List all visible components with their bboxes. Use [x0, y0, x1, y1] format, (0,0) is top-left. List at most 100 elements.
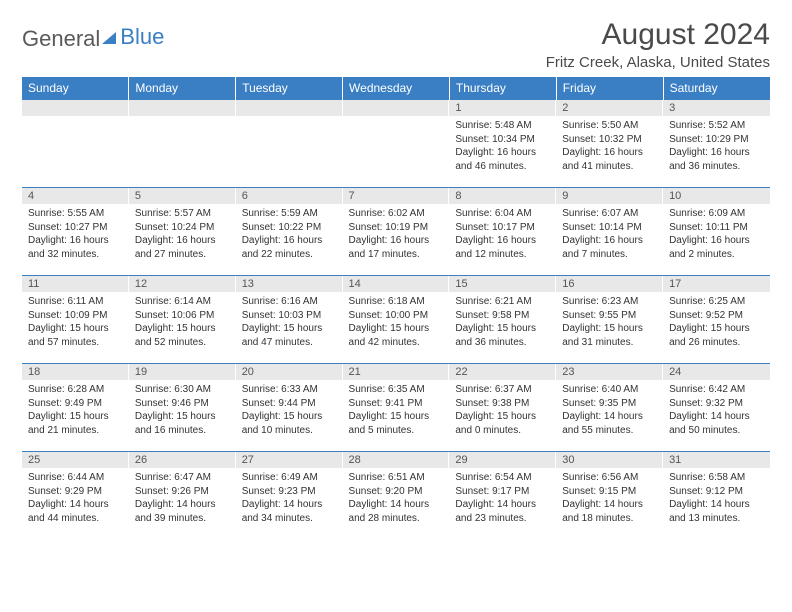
daylight-text: Daylight: 15 hours and 36 minutes.: [455, 322, 550, 349]
sunrise-text: Sunrise: 6:30 AM: [135, 383, 230, 397]
day-number: 1: [449, 100, 556, 116]
calendar-cell: 14Sunrise: 6:18 AMSunset: 10:00 PMDaylig…: [343, 276, 450, 364]
calendar-cell: 29Sunrise: 6:54 AMSunset: 9:17 PMDayligh…: [449, 452, 556, 540]
day-number: 25: [22, 452, 129, 468]
day-number: 30: [556, 452, 663, 468]
sunset-text: Sunset: 9:46 PM: [135, 397, 230, 411]
calendar-cell: 18Sunrise: 6:28 AMSunset: 9:49 PMDayligh…: [22, 364, 129, 452]
calendar-body: 1Sunrise: 5:48 AMSunset: 10:34 PMDayligh…: [22, 100, 770, 540]
calendar-cell: 30 Sunrise: 6:56 AMSunset: 9:15 PMDayligh…: [556, 452, 663, 540]
day-number: 4: [22, 188, 129, 204]
sunset-text: Sunset: 9:15 PM: [562, 485, 657, 499]
day-number: 22: [449, 364, 556, 380]
daylight-text: Daylight: 16 hours and 12 minutes.: [455, 234, 550, 261]
day-details: Sunrise: 5:52 AMSunset: 10:29 PMDaylight…: [663, 116, 770, 177]
calendar-cell: [236, 100, 343, 188]
day-details: Sunrise: 6:44 AMSunset: 9:29 PMDaylight:…: [22, 468, 129, 529]
sunset-text: Sunset: 9:55 PM: [562, 309, 657, 323]
day-number: 29: [449, 452, 556, 468]
daylight-text: Daylight: 15 hours and 0 minutes.: [455, 410, 550, 437]
day-number: 5: [129, 188, 236, 204]
daylight-text: Daylight: 16 hours and 46 minutes.: [455, 146, 550, 173]
calendar-week: 11Sunrise: 6:11 AMSunset: 10:09 PMDaylig…: [22, 276, 770, 364]
day-number: [236, 100, 343, 116]
calendar-cell: 9Sunrise: 6:07 AMSunset: 10:14 PMDayligh…: [556, 188, 663, 276]
daylight-text: Daylight: 15 hours and 26 minutes.: [669, 322, 764, 349]
daylight-text: Daylight: 15 hours and 21 minutes.: [28, 410, 123, 437]
day-header: Friday: [556, 77, 663, 100]
flag-icon: [102, 26, 120, 52]
sunset-text: Sunset: 10:22 PM: [242, 221, 337, 235]
calendar-cell: 6Sunrise: 5:59 AMSunset: 10:22 PMDayligh…: [236, 188, 343, 276]
calendar-cell: [22, 100, 129, 188]
day-number: [343, 100, 450, 116]
calendar-cell: 31Sunrise: 6:58 AMSunset: 9:12 PMDayligh…: [663, 452, 770, 540]
sunrise-text: Sunrise: 6:42 AM: [669, 383, 764, 397]
day-details: Sunrise: 6:09 AMSunset: 10:11 PMDaylight…: [663, 204, 770, 265]
calendar-cell: 19Sunrise: 6:30 AMSunset: 9:46 PMDayligh…: [129, 364, 236, 452]
sunset-text: Sunset: 10:19 PM: [349, 221, 444, 235]
day-details: Sunrise: 5:59 AMSunset: 10:22 PMDaylight…: [236, 204, 343, 265]
sunrise-text: Sunrise: 5:50 AM: [562, 119, 657, 133]
sunrise-text: Sunrise: 6:35 AM: [349, 383, 444, 397]
daylight-text: Daylight: 16 hours and 32 minutes.: [28, 234, 123, 261]
calendar-cell: [129, 100, 236, 188]
daylight-text: Daylight: 14 hours and 28 minutes.: [349, 498, 444, 525]
day-details: Sunrise: 6:25 AMSunset: 9:52 PMDaylight:…: [663, 292, 770, 353]
sunrise-text: Sunrise: 6:11 AM: [28, 295, 123, 309]
sunrise-text: Sunrise: 6:25 AM: [669, 295, 764, 309]
page-title: August 2024: [546, 18, 770, 52]
day-number: 14: [343, 276, 450, 292]
calendar-cell: 23Sunrise: 6:40 AMSunset: 9:35 PMDayligh…: [556, 364, 663, 452]
sunset-text: Sunset: 9:58 PM: [455, 309, 550, 323]
sunset-text: Sunset: 10:14 PM: [562, 221, 657, 235]
day-number: 16: [556, 276, 663, 292]
daylight-text: Daylight: 14 hours and 13 minutes.: [669, 498, 764, 525]
day-number: [129, 100, 236, 116]
daylight-text: Daylight: 16 hours and 41 minutes.: [562, 146, 657, 173]
day-details: Sunrise: 6:28 AMSunset: 9:49 PMDaylight:…: [22, 380, 129, 441]
calendar-cell: 24Sunrise: 6:42 AMSunset: 9:32 PMDayligh…: [663, 364, 770, 452]
calendar-cell: 28Sunrise: 6:51 AMSunset: 9:20 PMDayligh…: [343, 452, 450, 540]
daylight-text: Daylight: 14 hours and 39 minutes.: [135, 498, 230, 525]
daylight-text: Daylight: 14 hours and 23 minutes.: [455, 498, 550, 525]
day-number: 13: [236, 276, 343, 292]
daylight-text: Daylight: 14 hours and 44 minutes.: [28, 498, 123, 525]
sunset-text: Sunset: 10:32 PM: [562, 133, 657, 147]
sunrise-text: Sunrise: 6:40 AM: [562, 383, 657, 397]
day-header: Thursday: [449, 77, 556, 100]
day-number: 6: [236, 188, 343, 204]
daylight-text: Daylight: 14 hours and 18 minutes.: [562, 498, 657, 525]
calendar-cell: 20Sunrise: 6:33 AMSunset: 9:44 PMDayligh…: [236, 364, 343, 452]
sunset-text: Sunset: 9:29 PM: [28, 485, 123, 499]
sunrise-text: Sunrise: 5:55 AM: [28, 207, 123, 221]
sunset-text: Sunset: 10:11 PM: [669, 221, 764, 235]
sunset-text: Sunset: 9:12 PM: [669, 485, 764, 499]
calendar-cell: 22Sunrise: 6:37 AMSunset: 9:38 PMDayligh…: [449, 364, 556, 452]
sunset-text: Sunset: 10:09 PM: [28, 309, 123, 323]
calendar-week: 1Sunrise: 5:48 AMSunset: 10:34 PMDayligh…: [22, 100, 770, 188]
logo: General Blue: [22, 18, 164, 52]
sunset-text: Sunset: 10:00 PM: [349, 309, 444, 323]
day-number: 31: [663, 452, 770, 468]
day-details: Sunrise: 5:50 AMSunset: 10:32 PMDaylight…: [556, 116, 663, 177]
day-details: Sunrise: 6:35 AMSunset: 9:41 PMDaylight:…: [343, 380, 450, 441]
sunrise-text: Sunrise: 6:56 AM: [562, 471, 657, 485]
sunset-text: Sunset: 9:32 PM: [669, 397, 764, 411]
day-number: 17: [663, 276, 770, 292]
daylight-text: Daylight: 16 hours and 36 minutes.: [669, 146, 764, 173]
calendar-cell: 11Sunrise: 6:11 AMSunset: 10:09 PMDaylig…: [22, 276, 129, 364]
calendar-cell: 15Sunrise: 6:21 AMSunset: 9:58 PMDayligh…: [449, 276, 556, 364]
day-header: Wednesday: [343, 77, 450, 100]
calendar-cell: 27Sunrise: 6:49 AMSunset: 9:23 PMDayligh…: [236, 452, 343, 540]
sunset-text: Sunset: 9:52 PM: [669, 309, 764, 323]
day-details: Sunrise: 6:47 AMSunset: 9:26 PMDaylight:…: [129, 468, 236, 529]
sunrise-text: Sunrise: 6:37 AM: [455, 383, 550, 397]
day-header: Monday: [129, 77, 236, 100]
calendar-week: 18Sunrise: 6:28 AMSunset: 9:49 PMDayligh…: [22, 364, 770, 452]
day-number: 3: [663, 100, 770, 116]
sunset-text: Sunset: 9:35 PM: [562, 397, 657, 411]
daylight-text: Daylight: 16 hours and 2 minutes.: [669, 234, 764, 261]
sunset-text: Sunset: 10:06 PM: [135, 309, 230, 323]
day-number: 23: [556, 364, 663, 380]
